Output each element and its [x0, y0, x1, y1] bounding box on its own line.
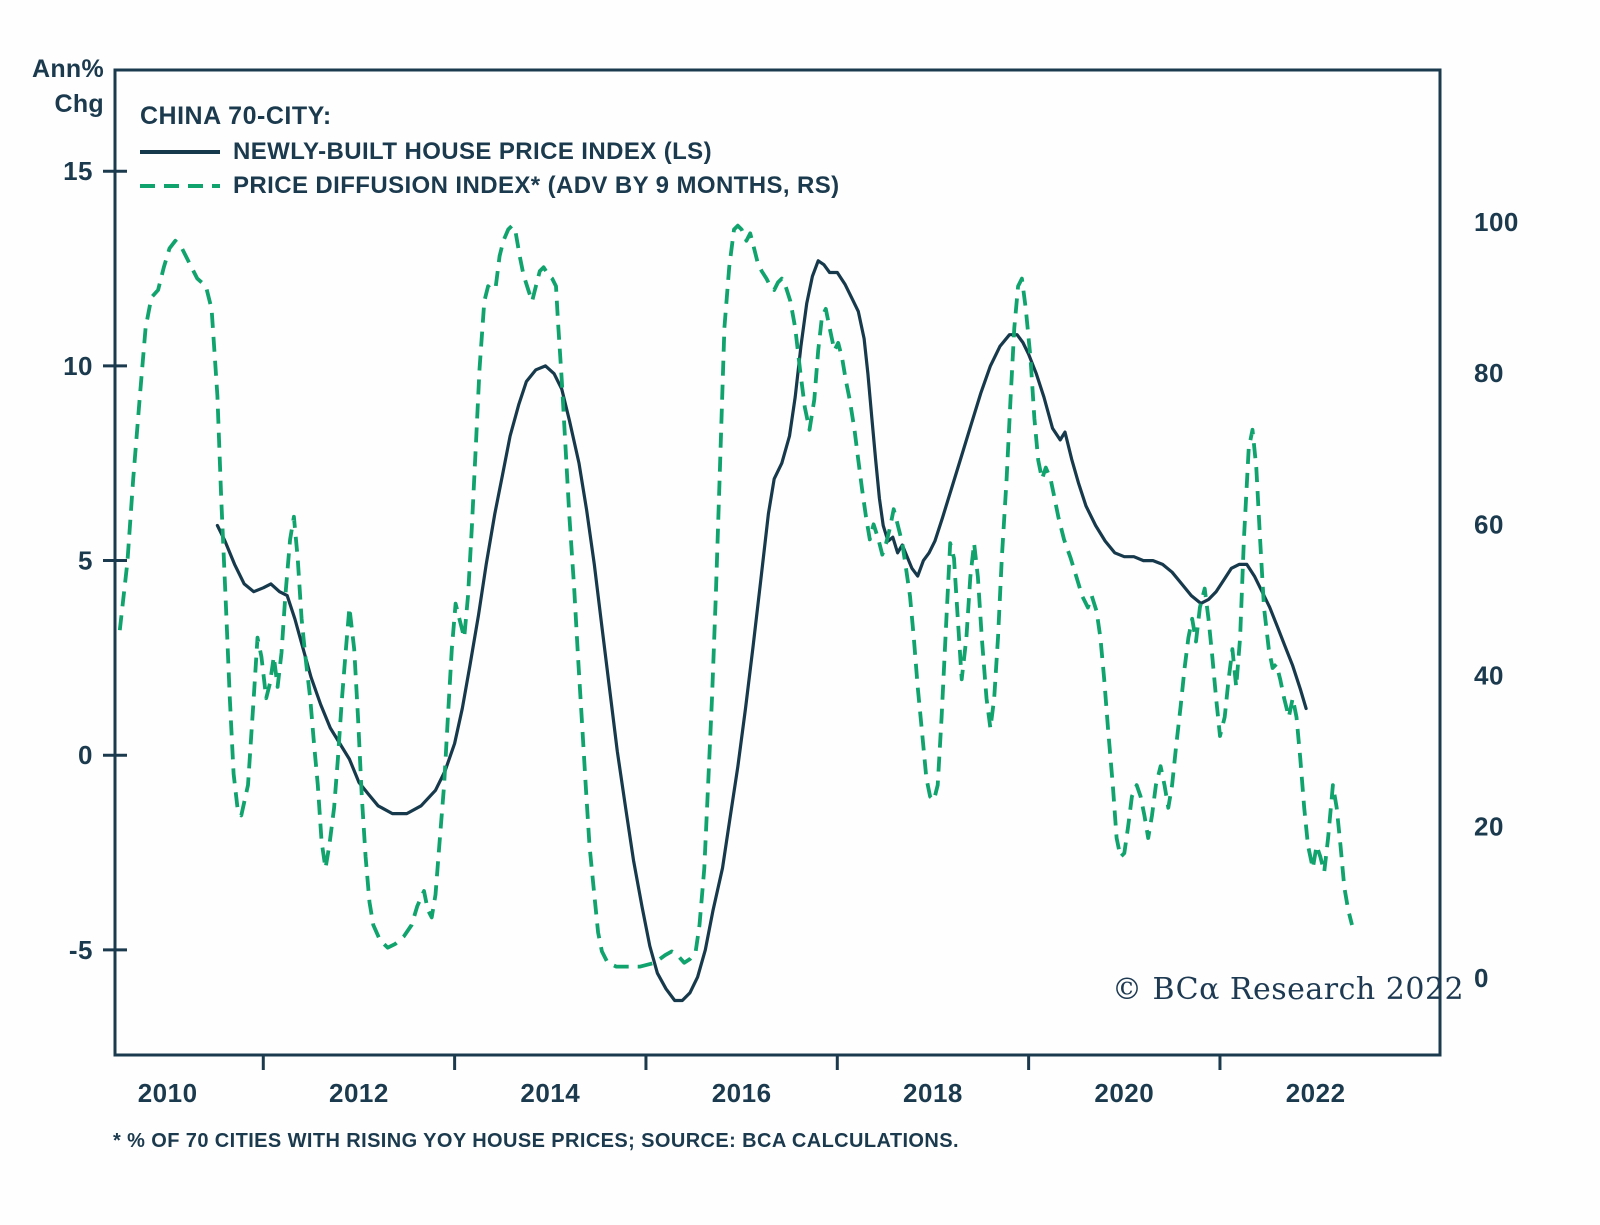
legend-entry-house-price-index: NEWLY-BUILT HOUSE PRICE INDEX (LS)	[140, 135, 840, 169]
svg-text:80: 80	[1474, 358, 1504, 388]
legend-entry-diffusion-index: PRICE DIFFUSION INDEX* (ADV BY 9 MONTHS,…	[140, 169, 840, 203]
svg-text:2014: 2014	[520, 1078, 580, 1108]
chart-legend: CHINA 70-CITY: NEWLY-BUILT HOUSE PRICE I…	[140, 102, 840, 203]
svg-text:60: 60	[1474, 509, 1504, 539]
legend-label-house-price-index: NEWLY-BUILT HOUSE PRICE INDEX (LS)	[233, 138, 712, 165]
svg-text:0: 0	[1474, 963, 1489, 993]
axis-title-line2: Chg	[54, 90, 104, 118]
legend-label-diffusion-index: PRICE DIFFUSION INDEX* (ADV BY 9 MONTHS,…	[233, 172, 840, 199]
svg-text:-5: -5	[69, 935, 93, 965]
svg-text:20: 20	[1474, 812, 1504, 842]
left-axis-title: Ann% Chg	[18, 52, 104, 122]
axis-title-line1: Ann%	[31, 55, 104, 83]
legend-title: CHINA 70-CITY:	[140, 102, 332, 130]
svg-text:2012: 2012	[329, 1078, 389, 1108]
chart-footnote: * % OF 70 CITIES WITH RISING YOY HOUSE P…	[113, 1130, 959, 1152]
legend-sample-dashed-line	[140, 184, 220, 188]
legend-sample-solid-line	[140, 150, 220, 154]
svg-text:10: 10	[63, 351, 93, 381]
svg-text:2016: 2016	[712, 1078, 772, 1108]
svg-text:2020: 2020	[1094, 1078, 1154, 1108]
svg-text:0: 0	[78, 740, 93, 770]
svg-text:2018: 2018	[903, 1078, 963, 1108]
svg-text:100: 100	[1474, 207, 1519, 237]
svg-text:5: 5	[78, 546, 93, 576]
svg-text:2010: 2010	[138, 1078, 198, 1108]
svg-text:15: 15	[63, 156, 93, 186]
bca-research-watermark: © BCα Research 2022	[1112, 972, 1465, 1007]
svg-text:40: 40	[1474, 661, 1504, 691]
svg-text:2022: 2022	[1286, 1078, 1346, 1108]
